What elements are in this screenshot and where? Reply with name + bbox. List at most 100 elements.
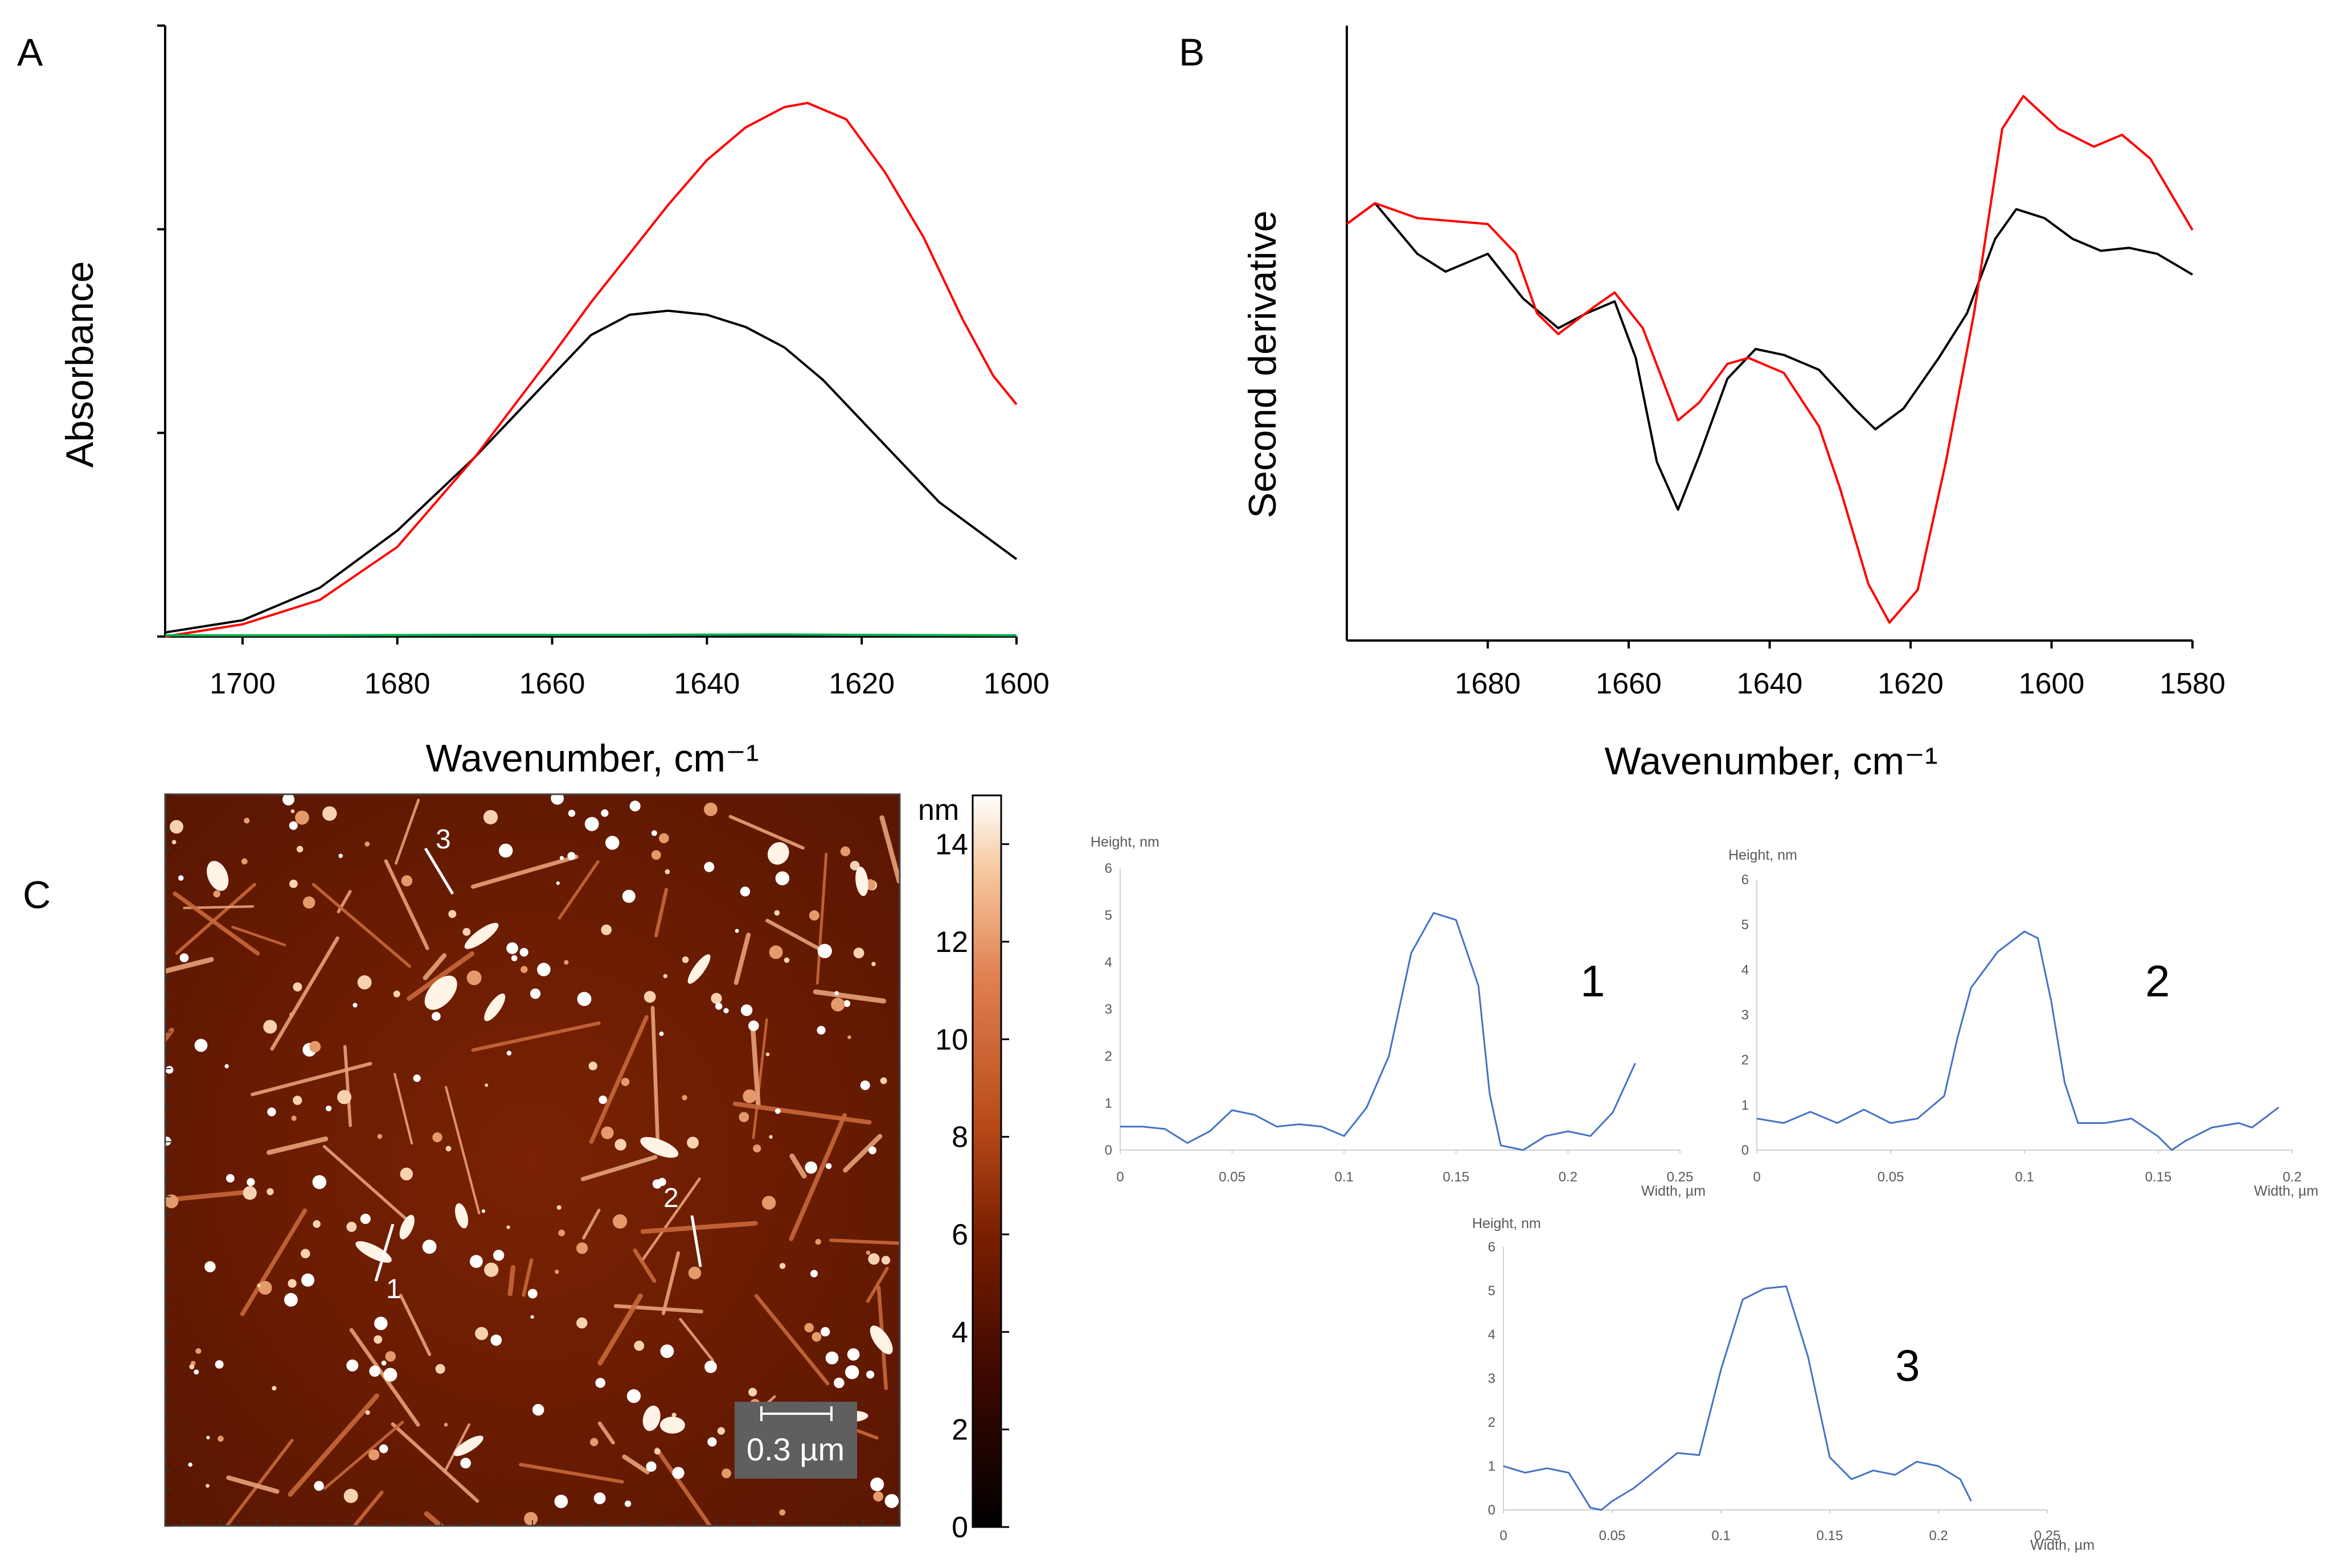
chart-c1-y-tick-label-1: 1 (1105, 1096, 1112, 1111)
afm-fibril (654, 888, 669, 938)
afm-particle (374, 1316, 388, 1331)
afm-particle (346, 1359, 359, 1372)
afm-particle (601, 924, 612, 935)
chart-c1-series-profile-1 (1120, 912, 1636, 1151)
afm-particle (365, 1410, 370, 1415)
afm-particle (748, 1388, 757, 1397)
afm-particle (282, 794, 295, 806)
afm-fibril (270, 936, 339, 1051)
chart-b-x-label: Wavenumber, cm⁻¹ (1604, 740, 1937, 783)
afm-particle (722, 1468, 731, 1479)
chart-a-series-black (165, 309, 1018, 634)
chart-c2-y-tick-label-0: 0 (1741, 1143, 1749, 1158)
panel-label-c: C (23, 873, 51, 917)
chart-c2-y-tick-label-3: 3 (1741, 1008, 1749, 1023)
profile-chart-1-x-label: Width, µm (1641, 1183, 1706, 1199)
afm-fibril (165, 1027, 175, 1043)
afm-particle (584, 816, 599, 831)
afm-particle (593, 1492, 606, 1504)
chart-a-ticks: 1700 1680 1660 1640 1620 1600 (157, 24, 1050, 700)
afm-particle (651, 830, 657, 836)
profile-chart-1-ticks: 0 0.05 0.1 0.15 0.2 0.25 0 1 2 3 4 5 6 (1105, 861, 1694, 1185)
afm-particle (576, 1317, 588, 1329)
afm-particle (530, 988, 541, 999)
afm-particle (226, 1174, 235, 1183)
afm-fibril (650, 1005, 660, 1141)
afm-particle (735, 929, 739, 933)
afm-fibril (507, 1265, 516, 1296)
afm-particle (845, 1365, 859, 1380)
afm-particle (554, 1270, 559, 1274)
profile-chart-3-y-label: Height, nm (1472, 1216, 1541, 1232)
afm-particle (293, 1095, 302, 1105)
afm-fibril (226, 1475, 280, 1494)
afm-particle (577, 992, 592, 1006)
afm-particle (165, 1194, 179, 1209)
afm-particle (817, 1025, 826, 1035)
afm-particle (289, 1012, 294, 1017)
afm-particle (506, 1050, 512, 1056)
afm-particle (601, 809, 609, 817)
afm-particle (626, 1389, 641, 1403)
chart-c2-x-tick-label-4: 0.2 (2282, 1169, 2301, 1185)
afm-particle (769, 945, 783, 959)
chart-c2-x-tick-label-1: 0.05 (1878, 1169, 1904, 1185)
afm-particle (309, 1041, 321, 1053)
afm-particle (490, 1334, 502, 1346)
afm-particle (621, 1077, 630, 1086)
afm-particle (588, 1061, 597, 1070)
afm-fibril (391, 1422, 480, 1503)
afm-particle (654, 1448, 661, 1455)
afm-particle (524, 1512, 538, 1526)
profile-chart-3-ticks: 0 0.05 0.1 0.15 0.2 0.25 0 1 2 3 4 5 6 (1488, 1239, 2061, 1544)
afm-particle (880, 1077, 887, 1085)
afm-particle (825, 1163, 832, 1169)
afm-particle (559, 856, 564, 860)
profile-chart-2: Height, nm Width, µm 0 0.05 0.1 0.15 0.2 0 1 2 3… (1728, 847, 2318, 1199)
afm-particle (432, 1132, 442, 1143)
afm-particle (809, 910, 819, 921)
afm-particle (215, 1360, 224, 1369)
chart-c1-x-tick-label-3: 0.15 (1442, 1169, 1469, 1185)
afm-fibril (815, 852, 828, 985)
afm-particle (291, 1115, 297, 1121)
afm-fibril (173, 891, 260, 956)
chart-c3-x-tick-label-5: 0.25 (2034, 1528, 2061, 1544)
chart-c3-y-tick-label-6: 6 (1488, 1239, 1495, 1255)
afm-particle (301, 1273, 315, 1287)
afm-particle (343, 1488, 358, 1503)
afm-particle (475, 1327, 489, 1340)
afm-aggregate (399, 1214, 415, 1239)
afm-particle (296, 845, 304, 853)
afm-particle (672, 1467, 685, 1479)
afm-particle (295, 810, 309, 825)
chart-c3-x-tick-label-4: 0.2 (1929, 1528, 1948, 1544)
profile-marker-3-label: 3 (436, 824, 451, 855)
afm-fibril (733, 933, 751, 985)
afm-particle (244, 818, 250, 824)
afm-particle (590, 1438, 599, 1447)
profile-chart-1-lines (1120, 912, 1636, 1151)
afm-particle (466, 970, 482, 986)
afm-particle (853, 947, 864, 959)
afm-aggregate (767, 842, 789, 865)
profile-chart-1: Height, nm Width, µm 0 0.05 0.1 0.15 0.2 0.25… (1091, 834, 1706, 1199)
profile-marker-2-label: 2 (663, 1183, 679, 1213)
afm-particle (360, 1213, 371, 1224)
afm-particle (843, 1000, 851, 1007)
afm-particle (810, 1270, 818, 1278)
afm-particle (881, 1255, 891, 1265)
afm-features (165, 794, 900, 1526)
afm-particle (629, 801, 641, 812)
afm-fibril (654, 1447, 712, 1526)
chart-c2-y-tick-label-2: 2 (1741, 1053, 1749, 1068)
afm-particle (551, 794, 564, 805)
afm-particle (711, 992, 722, 1004)
afm-particle (218, 1435, 224, 1442)
afm-fibril (384, 859, 429, 950)
afm-particle (567, 852, 576, 860)
scale-bar: 0.3 µm (735, 1402, 857, 1479)
afm-particle (485, 1083, 489, 1087)
afm-particle (188, 1462, 192, 1467)
afm-particle (313, 1220, 321, 1228)
